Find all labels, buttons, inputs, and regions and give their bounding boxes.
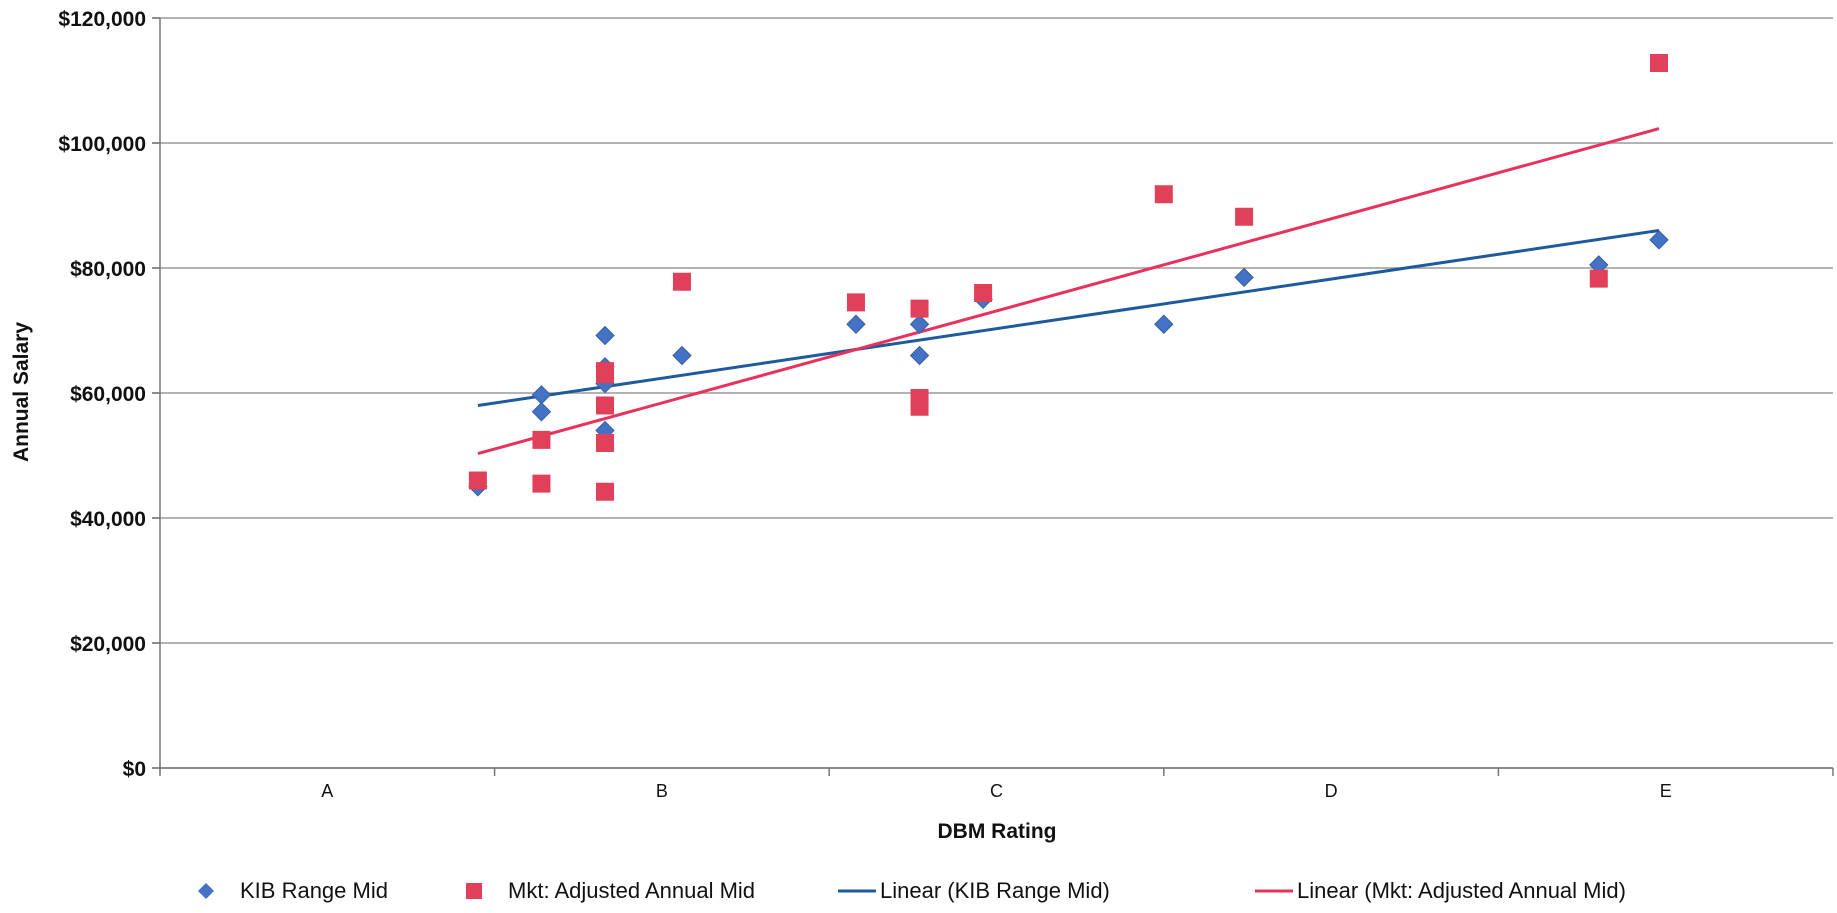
square-marker: [1589, 269, 1608, 288]
x-axis-title: DBM Rating: [938, 820, 1057, 843]
square-marker: [672, 272, 691, 291]
legend-item: KIB Range Mid: [198, 878, 388, 903]
legend-item: Linear (Mkt: Adjusted Annual Mid): [1255, 878, 1626, 903]
square-marker: [596, 396, 615, 415]
legend-label: KIB Range Mid: [240, 878, 388, 903]
legend: KIB Range Mid Mkt: Adjusted Annual Mid Lin…: [198, 878, 1626, 903]
diamond-marker: [1234, 267, 1254, 288]
trendline-layer: [477, 127, 1660, 456]
grid-layer: [160, 17, 1833, 769]
legend-item: Mkt: Adjusted Annual Mid: [466, 878, 755, 903]
square-marker: [1154, 185, 1173, 204]
legend-label: Linear (Mkt: Adjusted Annual Mid): [1297, 878, 1626, 903]
square-marker: [468, 471, 487, 490]
diamond-marker-icon: [198, 883, 214, 899]
legend-item: Linear (KIB Range Mid): [838, 878, 1110, 903]
square-marker: [910, 299, 929, 318]
square-marker: [596, 365, 615, 384]
x-tick-label: D: [1325, 781, 1338, 801]
x-tick-label: E: [1660, 781, 1672, 801]
legend-label: Linear (KIB Range Mid): [880, 878, 1110, 903]
square-marker: [596, 434, 615, 452]
y-tick-label: $0: [123, 758, 146, 781]
axis-layer: $0 $20,000 $40,000 $60,000 $80,000 $100,000 $1…: [58, 8, 1834, 801]
square-marker: [532, 474, 551, 493]
x-tick-label: A: [321, 781, 333, 801]
square-marker: [974, 284, 993, 302]
diamond-marker: [909, 345, 930, 366]
legend-label: Mkt: Adjusted Annual Mid: [508, 878, 755, 903]
x-tick-label: B: [656, 781, 668, 801]
square-marker: [846, 293, 865, 312]
trendline: [477, 127, 1660, 456]
trendline: [477, 229, 1660, 407]
points-layer: [468, 54, 1669, 501]
square-marker-icon: [466, 883, 482, 899]
y-axis-title: Annual Salary: [10, 322, 33, 462]
square-marker: [596, 482, 615, 501]
y-tick-label: $20,000: [70, 633, 146, 656]
square-marker: [910, 397, 929, 416]
diamond-marker: [595, 325, 615, 346]
y-tick-label: $60,000: [70, 383, 146, 406]
diamond-marker: [672, 345, 692, 366]
y-tick-label: $100,000: [58, 133, 146, 156]
diamond-marker: [531, 385, 552, 405]
square-marker: [1235, 207, 1254, 226]
diamond-marker: [1649, 230, 1669, 250]
x-tick-label: C: [990, 781, 1003, 801]
square-marker: [1650, 54, 1669, 72]
diamond-marker: [1154, 314, 1174, 334]
diamond-marker: [909, 314, 930, 334]
y-tick-label: $80,000: [70, 258, 146, 281]
diamond-marker: [846, 314, 866, 334]
diamond-marker: [531, 402, 552, 422]
y-tick-label: $40,000: [70, 508, 146, 531]
square-marker: [532, 430, 551, 449]
y-tick-label: $120,000: [58, 8, 146, 31]
